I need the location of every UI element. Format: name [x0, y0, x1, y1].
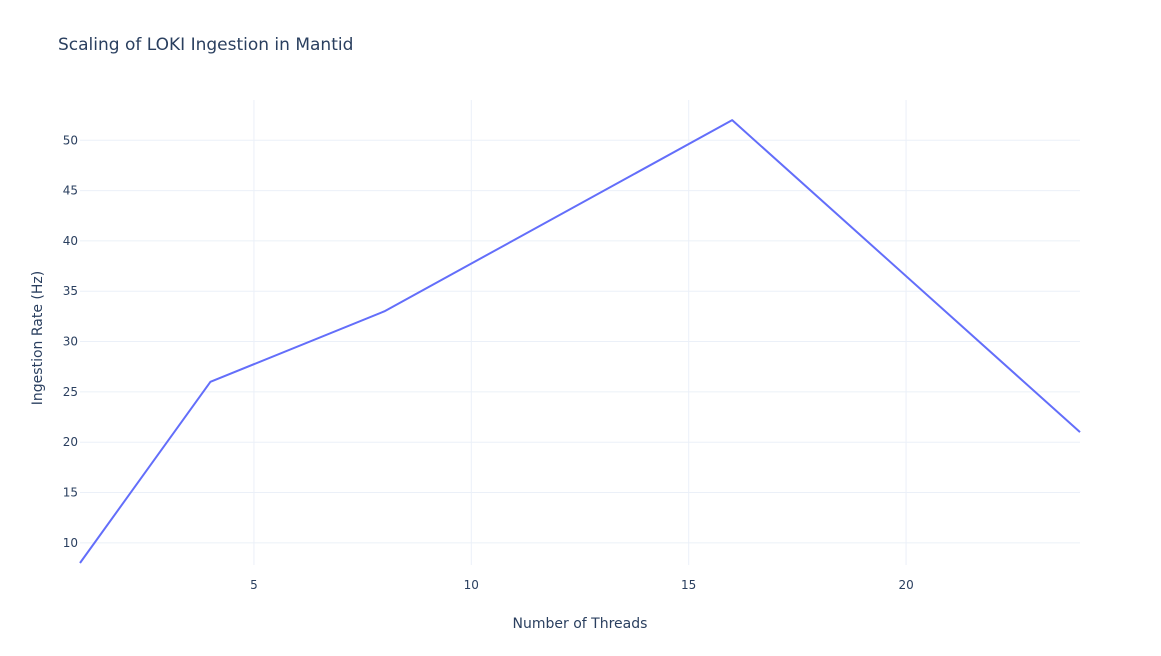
y-tick-label: 25 [63, 385, 78, 399]
y-tick-label: 10 [63, 536, 78, 550]
y-tick-label: 20 [63, 435, 78, 449]
y-gridlines [80, 139, 1080, 544]
y-tick-label: 30 [63, 335, 78, 349]
x-tick-label: 10 [464, 578, 479, 592]
x-tick-label: 20 [898, 578, 913, 592]
x-tick-labels: 5 10 15 20 [250, 578, 914, 592]
series-layer [79, 119, 1081, 564]
y-tick-label: 15 [63, 486, 78, 500]
x-axis-title: Number of Threads [513, 616, 648, 632]
y-tick-label: 50 [63, 133, 78, 147]
x-tick-label: 15 [681, 578, 696, 592]
y-tick-label: 40 [63, 234, 78, 248]
x-tick-label: 5 [250, 578, 258, 592]
y-axis-title: Ingestion Rate (Hz) [30, 271, 46, 405]
y-tick-labels: 10 15 20 25 30 35 40 45 50 [63, 133, 78, 550]
y-tick-label: 35 [63, 284, 78, 298]
y-tick-label: 45 [63, 184, 78, 198]
chart-title: Scaling of LOKI Ingestion in Mantid [58, 35, 353, 55]
x-gridlines [253, 100, 907, 565]
series-line [79, 119, 1081, 564]
